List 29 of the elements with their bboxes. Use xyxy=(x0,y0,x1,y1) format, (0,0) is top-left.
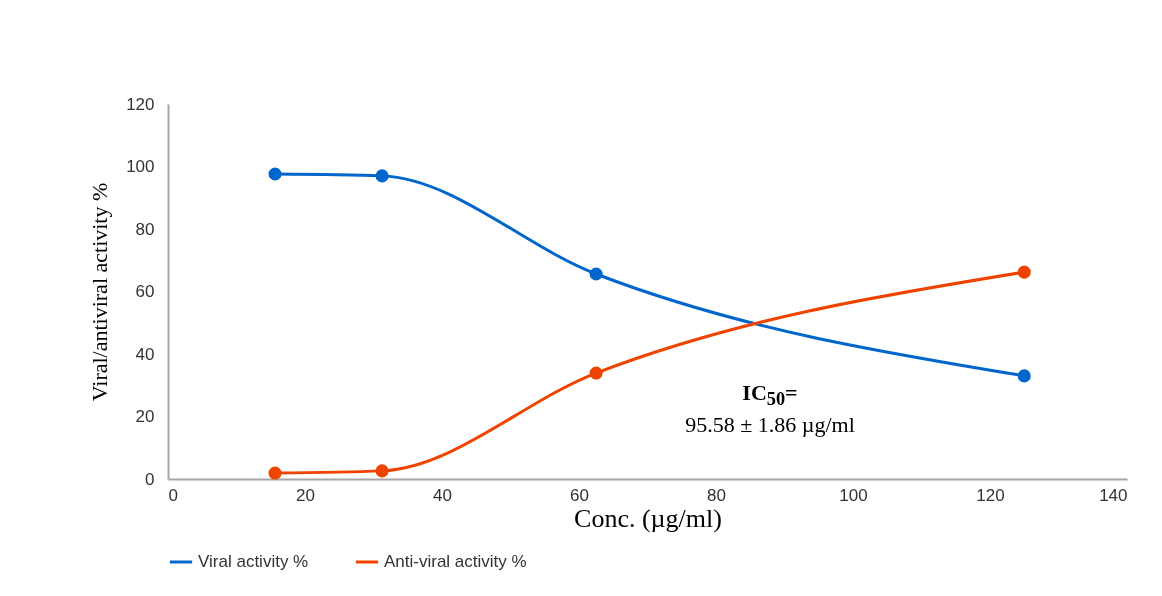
y-tick-label: 80 xyxy=(135,219,155,239)
x-tick-label: 60 xyxy=(570,485,589,505)
point xyxy=(589,366,603,380)
point xyxy=(375,464,389,478)
x-tick-label: 140 xyxy=(1099,485,1128,505)
y-tick-label: 0 xyxy=(145,469,155,489)
y-axis-title: Viral/antiviral activity % xyxy=(87,182,113,402)
y-tick-label: 100 xyxy=(126,157,155,176)
x-tick-label: 20 xyxy=(296,485,315,505)
point xyxy=(589,267,603,281)
legend-label: Anti-viral activity % xyxy=(384,552,527,571)
annotation: 95.58 ± 1.86 µg/ml xyxy=(684,412,856,439)
x-tick-label: 80 xyxy=(707,485,726,505)
x-tick-label: 120 xyxy=(976,485,1005,505)
y-tick-label: 60 xyxy=(135,282,155,301)
y-tick-label: 20 xyxy=(135,407,155,426)
y-tick-label: 120 xyxy=(126,94,155,114)
annotation: IC$_{50}$= xyxy=(741,380,799,412)
x-tick-label: 100 xyxy=(839,485,868,505)
point xyxy=(1017,265,1031,279)
point xyxy=(375,169,389,183)
point xyxy=(268,167,282,181)
x-axis-title: Conc. (µg/ml) xyxy=(574,503,722,533)
point xyxy=(1017,369,1031,383)
legend-label: Viral activity % xyxy=(198,552,309,571)
x-tick-label: 40 xyxy=(433,485,452,505)
y-tick-label: 40 xyxy=(135,344,155,364)
x-tick-label: 0 xyxy=(168,485,178,505)
point xyxy=(268,466,282,480)
